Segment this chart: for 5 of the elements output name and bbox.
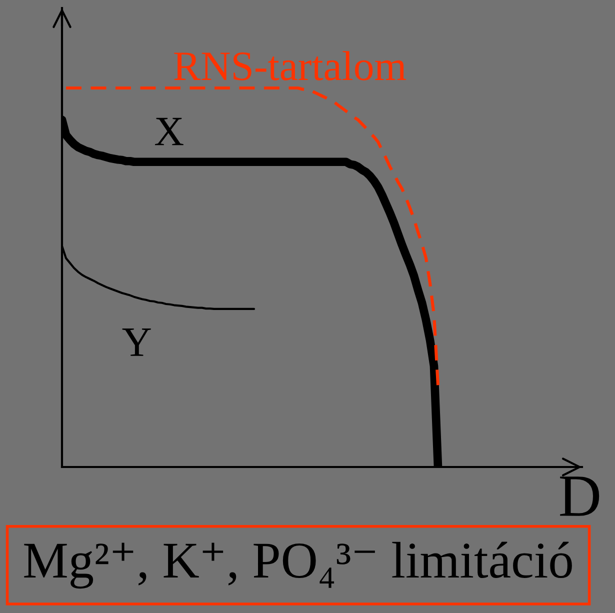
- series-label: Y: [122, 328, 151, 356]
- x-axis-title: D: [560, 476, 600, 516]
- text: Mg²⁺, K⁺, PO₄³⁻ limitáció: [24, 542, 572, 589]
- series-label: RNS-tartalom: [174, 51, 406, 80]
- series-label: X: [154, 118, 184, 146]
